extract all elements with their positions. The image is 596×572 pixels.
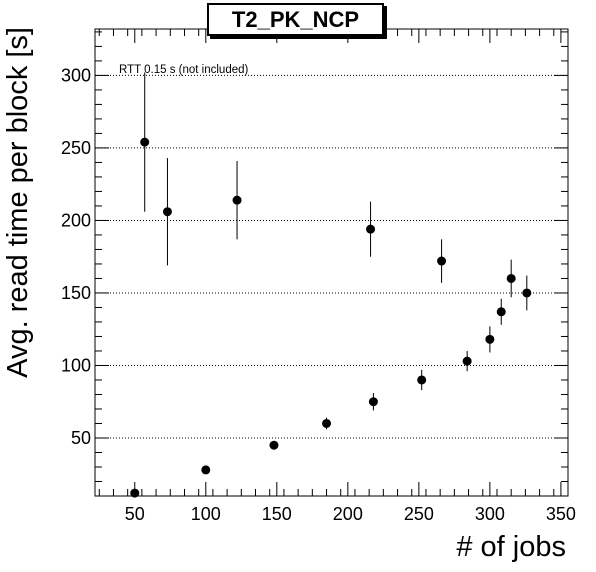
data-point <box>485 326 495 353</box>
point-marker <box>417 375 427 385</box>
data-point <box>368 393 378 411</box>
data-point <box>269 440 279 450</box>
data-point <box>201 465 211 475</box>
point-marker <box>162 207 172 217</box>
x-tick-label: 150 <box>262 504 292 524</box>
point-marker <box>269 440 279 450</box>
point-marker <box>140 137 150 147</box>
point-marker <box>322 418 332 428</box>
plot-frame <box>94 28 569 497</box>
point-marker <box>506 273 516 283</box>
y-tick-label: 200 <box>61 210 91 230</box>
x-tick-label: 250 <box>404 504 434 524</box>
y-axis-label: Avg. read time per block [s] <box>2 27 34 378</box>
y-tick-label: 300 <box>61 65 91 85</box>
point-marker <box>366 224 376 234</box>
data-point <box>130 488 140 498</box>
chart-title: T2_PK_NCP <box>207 3 384 36</box>
data-point <box>162 158 172 266</box>
x-tick-label: 200 <box>333 504 363 524</box>
data-point <box>417 369 427 391</box>
point-marker <box>232 195 242 205</box>
point-marker <box>368 397 378 407</box>
point-marker <box>462 356 472 366</box>
data-point <box>366 201 376 257</box>
data-point <box>322 417 332 430</box>
tick-labels: 50 100 150 200 250 300 350 50 100 150 200 250 300 <box>61 65 576 524</box>
data-point <box>522 275 532 311</box>
data-point <box>232 160 242 240</box>
data-point <box>462 350 472 372</box>
x-tick-label: 100 <box>191 504 221 524</box>
y-tick-label: 100 <box>61 355 91 375</box>
grid-lines <box>95 74 568 439</box>
data-point <box>496 298 506 325</box>
point-marker <box>496 307 506 317</box>
data-points <box>130 72 532 498</box>
x-axis-label: # of jobs <box>456 531 566 563</box>
point-marker <box>130 488 140 498</box>
point-marker <box>522 288 532 298</box>
axis-ticks <box>95 29 569 497</box>
y-tick-label: 50 <box>71 428 91 448</box>
data-point <box>140 72 150 212</box>
point-marker <box>201 465 211 475</box>
point-marker <box>437 256 447 266</box>
rtt-annotation: RTT 0.15 s (not included) <box>119 64 249 76</box>
x-tick-label: 50 <box>125 504 145 524</box>
y-tick-label: 150 <box>61 283 91 303</box>
x-tick-label: 350 <box>546 504 576 524</box>
y-tick-label: 250 <box>61 138 91 158</box>
data-point <box>437 239 447 283</box>
x-tick-label: 300 <box>475 504 505 524</box>
data-point <box>506 259 516 298</box>
point-marker <box>485 334 495 344</box>
